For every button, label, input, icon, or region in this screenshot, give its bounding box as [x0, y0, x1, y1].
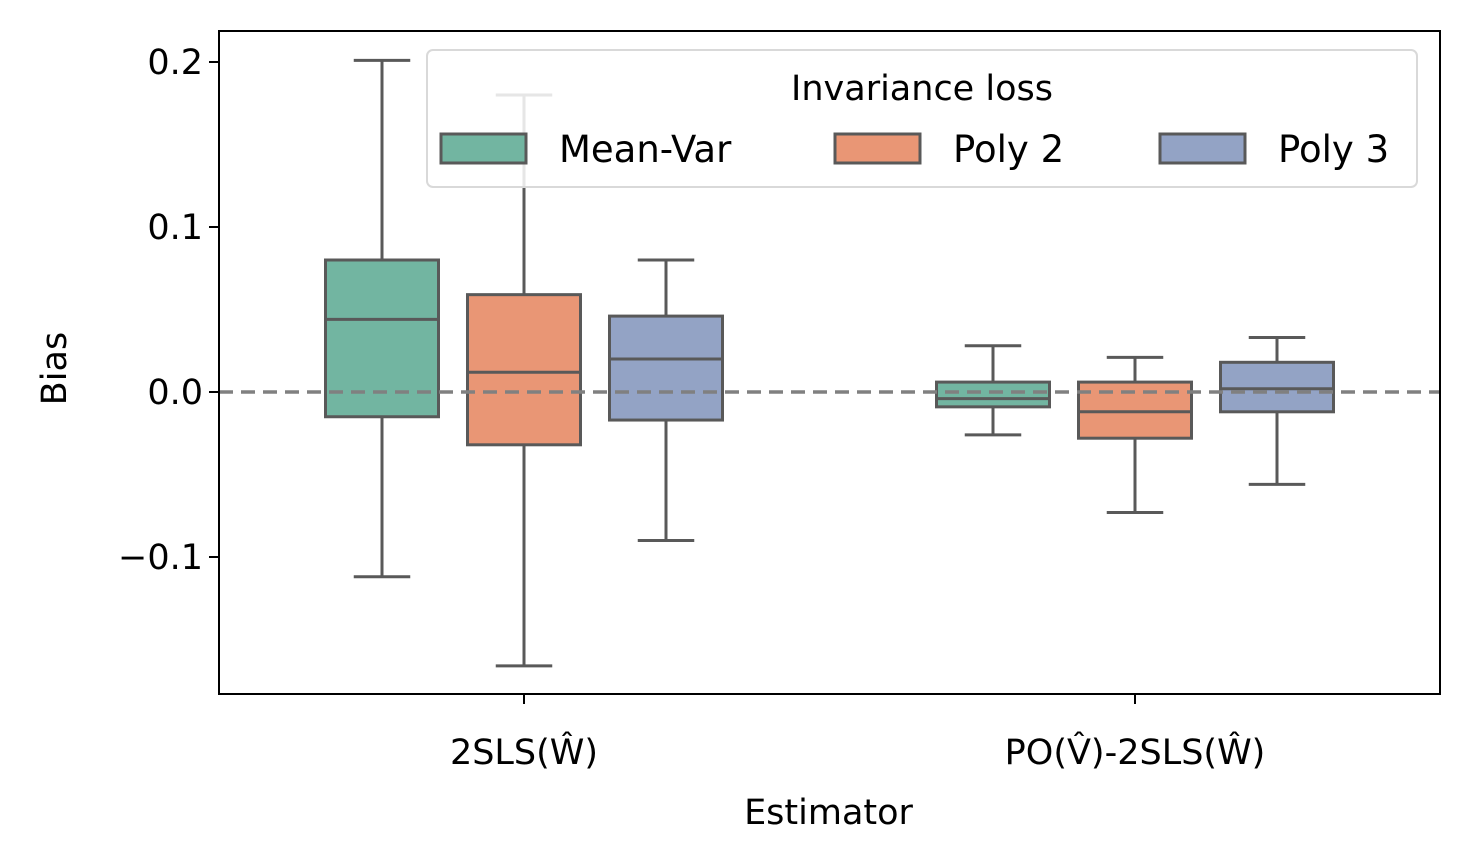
box-poly-2-2: [1077, 355, 1193, 514]
iqr-box: [1219, 360, 1335, 414]
y-tick-label: 0.0: [147, 373, 203, 413]
legend-entry-3: Poly 3: [1278, 128, 1389, 171]
legend: Invariance loss Mean-Var Poly 2 Poly 3: [426, 49, 1418, 188]
box-poly-3-2: [1219, 336, 1335, 486]
y-tick-label: −0.1: [118, 538, 203, 578]
box-poly-3-1: [608, 258, 724, 542]
box-mean-var-2: [935, 344, 1051, 437]
legend-entry-2: Poly 2: [953, 128, 1064, 171]
iqr-box: [935, 380, 1051, 409]
axes: 0.2 0.1 0.0 −0.1 2SLS(Ŵ) PO(V̂)-2SLS(Ŵ) Estima…: [35, 30, 1441, 833]
box-mean-var-1: [324, 58, 440, 579]
y-tick-label: 0.2: [147, 43, 203, 83]
y-axis-label: Bias: [35, 332, 75, 405]
legend-entry-1: Mean-Var: [559, 128, 732, 171]
plot-area: [219, 58, 1440, 668]
iqr-box: [608, 314, 724, 422]
legend-swatch-3: [1158, 132, 1247, 165]
legend-swatch-1: [439, 132, 528, 165]
iqr-box: [466, 293, 582, 447]
x-tick-label-2sls: 2SLS(Ŵ): [450, 730, 598, 773]
x-tick-label-po-2sls: PO(V̂)-2SLS(Ŵ): [1005, 730, 1266, 773]
legend-title: Invariance loss: [791, 69, 1053, 109]
plot-frame: [218, 30, 1441, 695]
legend-swatch-2: [833, 132, 922, 165]
y-tick-label: 0.1: [147, 208, 203, 248]
box-poly-2-1: [466, 93, 582, 668]
x-axis-label: Estimator: [744, 793, 913, 833]
